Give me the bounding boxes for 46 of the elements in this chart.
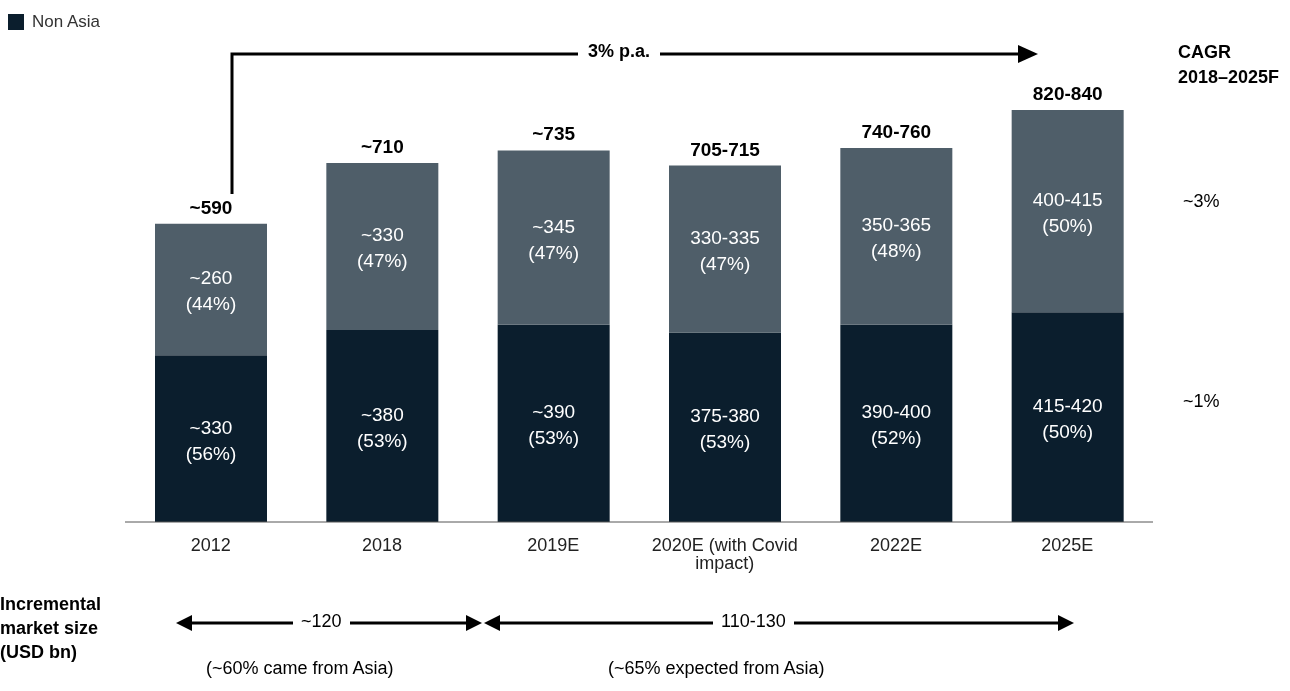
bar: [497, 324, 610, 522]
data-label: 375-380 (53%): [690, 405, 760, 453]
data-label: ~345 (47%): [528, 215, 580, 263]
data-label: 415-420 (50%): [1032, 395, 1103, 443]
text: (~65% expected from Asia): [608, 658, 825, 679]
text: (~60% came from Asia): [206, 658, 394, 679]
bar: [1011, 312, 1124, 522]
data-label: ~390 (53%): [528, 401, 580, 449]
x-tick-label: 2020E (with Covid impact): [651, 534, 798, 573]
text: ~1%: [1183, 391, 1220, 412]
data-label: ~330 (47%): [356, 224, 408, 272]
data-label: ~260 (44%): [185, 267, 237, 315]
x-tick-label: 2012: [190, 534, 231, 555]
bar: [1011, 110, 1124, 313]
data-label: 330-335 (47%): [690, 227, 760, 275]
text: ~3%: [1183, 191, 1220, 212]
x-tick-label: 2018: [361, 534, 403, 555]
text: ~120: [293, 611, 350, 632]
bar: [669, 165, 781, 333]
total-label: ~590: [189, 196, 233, 218]
text: Incremental market size (USD bn): [0, 593, 103, 664]
total-label: ~710: [360, 136, 404, 158]
x-tick-label: 2025E: [1041, 534, 1094, 555]
data-label: ~380 (53%): [356, 403, 408, 451]
total-label: 740-760: [861, 120, 932, 142]
bar: [155, 355, 267, 522]
x-tick-label: 2022E: [869, 534, 923, 555]
data-label: ~330 (56%): [185, 416, 237, 464]
data-label: 400-415 (50%): [1032, 189, 1103, 237]
bar: [669, 332, 781, 522]
text: 3% p.a.: [578, 41, 661, 62]
data-label: 350-365 (48%): [861, 214, 932, 262]
bar: [840, 324, 953, 522]
bar: [326, 163, 439, 330]
total-label: ~735: [532, 123, 576, 145]
text: 110-130: [713, 611, 794, 632]
legend-label: Non Asia: [31, 12, 101, 32]
data-label: 390-400 (52%): [861, 401, 932, 449]
total-label: 705-715: [690, 138, 761, 160]
bar: [840, 147, 953, 325]
text: CAGR 2018–2025F: [1178, 41, 1280, 89]
x-tick-label: 2019E: [527, 534, 580, 555]
total-label: 820-840: [1032, 83, 1103, 104]
bar: [497, 150, 610, 325]
bar: [326, 329, 439, 522]
bar: [155, 223, 267, 356]
